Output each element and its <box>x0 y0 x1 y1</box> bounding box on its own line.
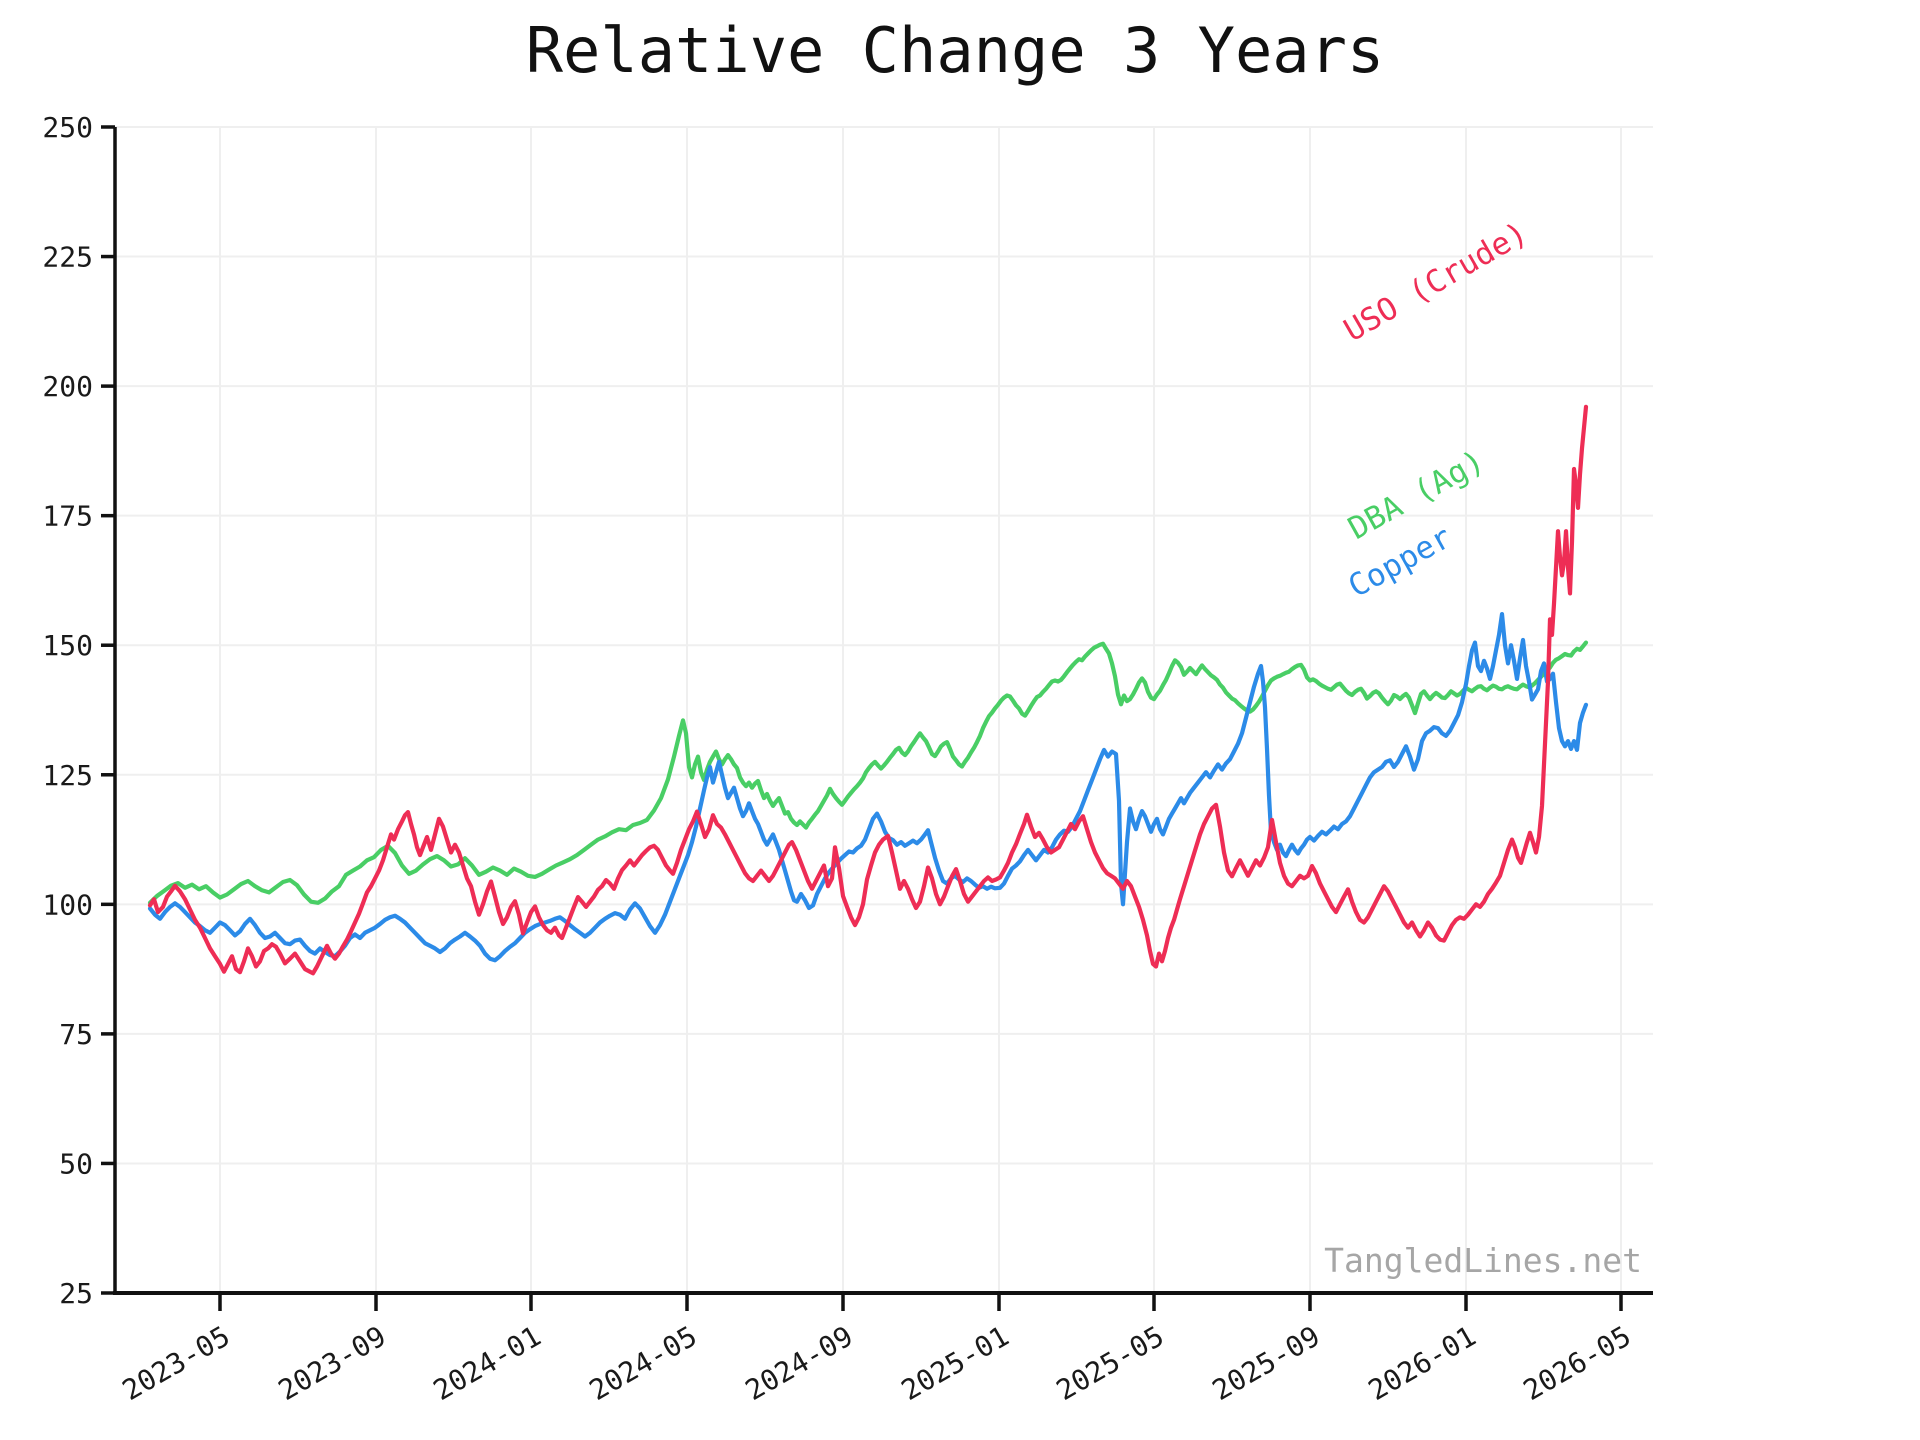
y-tick-label: 25 <box>59 1277 93 1310</box>
x-tick-label: 2024-01 <box>428 1319 547 1407</box>
x-tick-label: 2025-05 <box>1051 1319 1170 1407</box>
series-line-dba <box>147 640 1589 905</box>
y-tick-label: 50 <box>59 1147 93 1180</box>
x-tick-label: 2025-01 <box>896 1319 1015 1407</box>
watermark: TangledLines.net <box>1324 1241 1642 1280</box>
x-tick-label: 2023-05 <box>117 1319 236 1407</box>
y-tick-label: 225 <box>42 241 93 274</box>
series-line-uso <box>147 404 1589 976</box>
y-tick-label: 150 <box>42 629 93 662</box>
x-tick-label: 2024-05 <box>584 1319 703 1407</box>
series-label-uso: USO (Crude) <box>1338 215 1534 349</box>
y-tick-label: 125 <box>42 759 93 792</box>
y-tick-label: 175 <box>42 500 93 533</box>
y-tick-label: 100 <box>42 888 93 921</box>
x-tick-label: 2026-05 <box>1518 1319 1637 1407</box>
y-tick-label: 75 <box>59 1018 93 1051</box>
chart-title: Relative Change 3 Years <box>525 14 1385 87</box>
x-tick-label: 2023-09 <box>273 1319 392 1407</box>
x-tick-label: 2026-01 <box>1363 1319 1482 1407</box>
x-tick-label: 2025-09 <box>1207 1319 1326 1407</box>
y-tick-label: 250 <box>42 111 93 144</box>
x-tick-label: 2024-09 <box>740 1319 859 1407</box>
y-tick-label: 200 <box>42 370 93 403</box>
